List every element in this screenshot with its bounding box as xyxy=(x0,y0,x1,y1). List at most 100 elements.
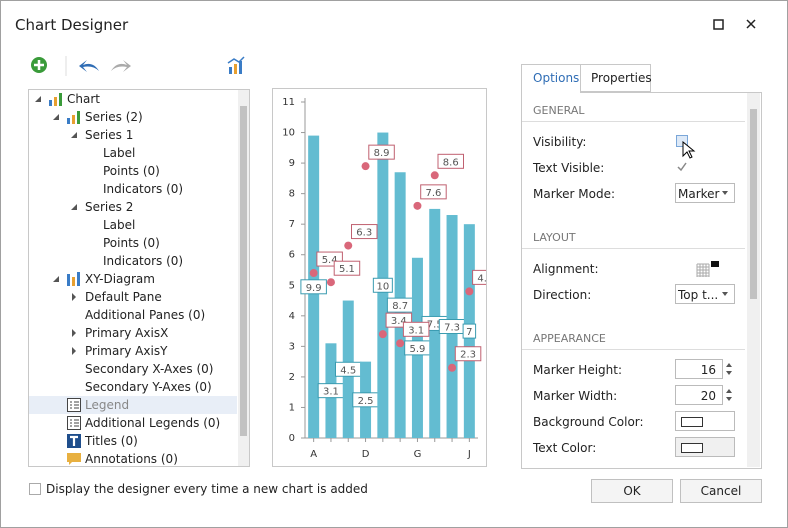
y-tick-label: 9 xyxy=(289,158,295,169)
data-label: 3.4 xyxy=(391,316,407,327)
y-tick-label: 2 xyxy=(289,372,295,383)
tree-item[interactable]: Series 1 xyxy=(85,128,134,142)
point xyxy=(413,201,422,210)
y-tick-label: 5 xyxy=(289,280,295,291)
tree-icon xyxy=(72,347,76,355)
checkbox[interactable] xyxy=(29,483,41,495)
window-controls[interactable] xyxy=(709,15,779,35)
tree-item[interactable]: Primary AxisX xyxy=(85,326,169,340)
alignment-icon[interactable] xyxy=(696,260,722,278)
tree-item[interactable]: Secondary X-Axes (0) xyxy=(85,362,214,376)
tree-item[interactable]: Additional Legends (0) xyxy=(85,416,221,430)
data-label-box xyxy=(420,184,447,200)
row-label: Marker Height: xyxy=(533,363,623,377)
data-label: 4.5 xyxy=(340,365,356,376)
tree-icon xyxy=(71,204,77,210)
tree-item[interactable]: Series (2) xyxy=(85,110,143,124)
data-label-box xyxy=(372,277,393,293)
x-tick-label: D xyxy=(362,449,370,460)
data-label-box xyxy=(454,346,482,362)
ok-button[interactable]: OK xyxy=(591,479,673,503)
input-arrow[interactable] xyxy=(723,359,735,379)
tree-item[interactable]: Default Pane xyxy=(85,290,162,304)
tree-icon xyxy=(53,114,59,120)
tree-item[interactable]: XY-Diagram xyxy=(85,272,155,286)
section-line xyxy=(522,349,745,350)
x-tick-label: G xyxy=(414,449,422,460)
y-tick-label: 10 xyxy=(282,128,295,139)
data-label: 2.5 xyxy=(358,396,374,407)
tree-icon xyxy=(53,276,59,282)
row-label: Marker Width: xyxy=(533,389,618,403)
data-label: 3.1 xyxy=(408,325,424,336)
data-label: 7 xyxy=(466,327,472,338)
section-line xyxy=(522,121,745,122)
tree-scrollbar[interactable] xyxy=(238,90,249,466)
data-label: 5.9 xyxy=(409,344,425,355)
tree-item[interactable]: Primary AxisY xyxy=(85,344,168,358)
toolbar[interactable] xyxy=(29,55,254,79)
tree-icon xyxy=(67,434,81,448)
point xyxy=(378,330,387,339)
data-label: 3.1 xyxy=(323,387,339,398)
input-box[interactable] xyxy=(675,183,735,203)
data-label: 8.9 xyxy=(374,148,390,159)
y-tick-label: 3 xyxy=(289,341,295,352)
tree-item[interactable]: Secondary Y-Axes (0) xyxy=(85,380,212,394)
input-arrow[interactable] xyxy=(719,183,731,203)
tree-icon xyxy=(67,398,81,412)
input-value[interactable]: Top t... xyxy=(678,288,719,302)
section-title: APPEARANCE xyxy=(533,332,606,345)
y-tick-label: 7 xyxy=(289,219,295,230)
input-value[interactable]: 16 xyxy=(700,363,716,377)
tree-icon xyxy=(35,96,41,102)
property-panel xyxy=(521,92,762,469)
tree-item[interactable]: Legend xyxy=(85,398,130,412)
tree-icon xyxy=(67,416,81,430)
panel-scrollbar[interactable] xyxy=(747,93,760,467)
tree-item[interactable]: Additional Panes (0) xyxy=(85,308,206,322)
input-arrow[interactable] xyxy=(723,385,735,405)
data-label-box xyxy=(462,323,477,339)
y-tick-label: 0 xyxy=(289,433,295,444)
tree-item[interactable]: Label xyxy=(103,218,136,232)
color-box[interactable] xyxy=(675,411,735,431)
tree-item[interactable]: Indicators (0) xyxy=(103,254,184,268)
row-label: Marker Mode: xyxy=(533,187,616,201)
input-value[interactable]: 20 xyxy=(700,389,716,403)
checkbox[interactable] xyxy=(676,161,688,173)
tree-item[interactable]: Annotations (0) xyxy=(85,452,178,466)
data-label-box xyxy=(402,321,430,337)
tree-item[interactable]: Chart xyxy=(67,92,100,106)
input-box[interactable] xyxy=(675,385,723,405)
tree-icon xyxy=(67,272,80,286)
data-label: 10 xyxy=(376,281,389,292)
tab-label[interactable]: Properties xyxy=(591,71,652,85)
data-label: 8.6 xyxy=(443,157,459,168)
data-label: 7.3 xyxy=(444,323,460,334)
row-label: Visibility: xyxy=(533,135,587,149)
data-label-box xyxy=(300,279,327,295)
data-label-box xyxy=(368,144,395,160)
tree-item[interactable]: Points (0) xyxy=(103,236,160,250)
color-box[interactable] xyxy=(675,437,735,457)
cancel-button[interactable]: Cancel xyxy=(680,479,762,503)
data-label: 6.3 xyxy=(356,228,372,239)
tree-icon xyxy=(49,93,62,106)
tree-item[interactable]: Label xyxy=(103,146,136,160)
input-value[interactable]: Marker xyxy=(678,187,720,201)
tree-item[interactable]: Titles (0) xyxy=(85,434,138,448)
tree-item[interactable]: Points (0) xyxy=(103,164,160,178)
y-tick-label: 11 xyxy=(282,97,295,108)
tab-label[interactable]: Options xyxy=(533,71,580,85)
tree-item[interactable]: Series 2 xyxy=(85,200,134,214)
row-label: Alignment: xyxy=(533,262,599,276)
tab xyxy=(581,64,651,92)
tree-item[interactable]: Indicators (0) xyxy=(103,182,184,196)
input-box[interactable] xyxy=(675,359,723,379)
input-box[interactable] xyxy=(675,284,735,304)
point xyxy=(430,171,439,180)
input-arrow[interactable] xyxy=(719,284,731,304)
